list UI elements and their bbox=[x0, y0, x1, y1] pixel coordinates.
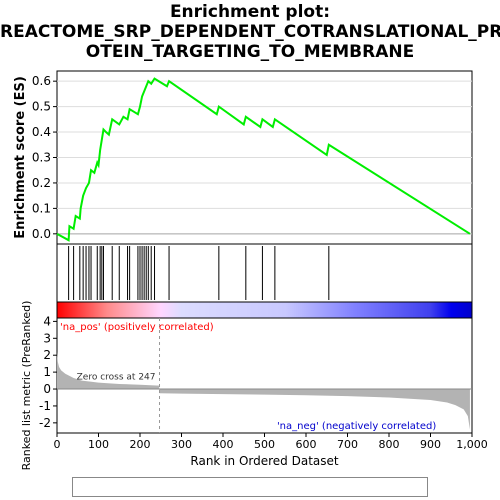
x-tick-label-7: 700 bbox=[337, 438, 358, 451]
es-y-tick-label-0: 0.0 bbox=[32, 227, 51, 241]
enrichment-profile-line bbox=[56, 77, 471, 242]
metric-y-axis-label: Ranked list metric (PreRanked) bbox=[20, 301, 33, 471]
x-tick-label-1: 100 bbox=[88, 438, 109, 451]
x-tick-label-3: 300 bbox=[171, 438, 192, 451]
es-y-tick-label-6: 0.6 bbox=[32, 74, 51, 88]
x-tick-label-0: 0 bbox=[54, 438, 61, 451]
x-axis-label: Rank in Ordered Dataset bbox=[190, 454, 338, 468]
neg-correlated-label: 'na_neg' (negatively correlated) bbox=[277, 421, 436, 432]
es-y-tick-label-2: 0.2 bbox=[32, 176, 51, 190]
es-y-tick-label-4: 0.4 bbox=[32, 125, 51, 139]
es-y-axis-label: Enrichment score (ES) bbox=[13, 76, 28, 239]
metric-y-tick-label-2: 0 bbox=[43, 382, 51, 396]
x-tick-label-6: 600 bbox=[296, 438, 317, 451]
x-tick-label-8: 800 bbox=[379, 438, 400, 451]
zero-cross-label: Zero cross at 247 bbox=[77, 373, 156, 383]
es-y-tick-label-1: 0.1 bbox=[32, 201, 51, 215]
metric-y-tick-label-1: -1 bbox=[39, 399, 51, 413]
ranking-metric-area bbox=[57, 351, 470, 430]
metric-y-tick-label-5: 3 bbox=[43, 331, 51, 345]
x-tick-label-2: 200 bbox=[130, 438, 151, 451]
chart-title-line-1: Enrichment plot: bbox=[169, 2, 331, 22]
x-tick-label-9: 900 bbox=[420, 438, 441, 451]
es-y-tick-label-3: 0.3 bbox=[32, 151, 51, 165]
metric-y-tick-label-4: 2 bbox=[43, 348, 51, 362]
chart-title-line-3: OTEIN_TARGETING_TO_MEMBRANE bbox=[85, 42, 415, 62]
pos-correlated-label: 'na_pos' (positively correlated) bbox=[60, 322, 214, 333]
legend bbox=[72, 477, 428, 497]
metric-y-tick-label-0: -2 bbox=[39, 416, 51, 430]
metric-y-tick-label-6: 4 bbox=[43, 314, 51, 328]
metric-y-tick-label-3: 1 bbox=[43, 365, 51, 379]
es-y-tick-label-5: 0.5 bbox=[32, 100, 51, 114]
chart-title-line-2: REACTOME_SRP_DEPENDENT_COTRANSLATIONAL_P… bbox=[0, 22, 500, 42]
x-tick-label-10: 1,000 bbox=[456, 438, 488, 451]
rank-color-bar bbox=[56, 301, 473, 319]
x-tick-label-4: 400 bbox=[213, 438, 234, 451]
x-tick-label-5: 500 bbox=[254, 438, 275, 451]
